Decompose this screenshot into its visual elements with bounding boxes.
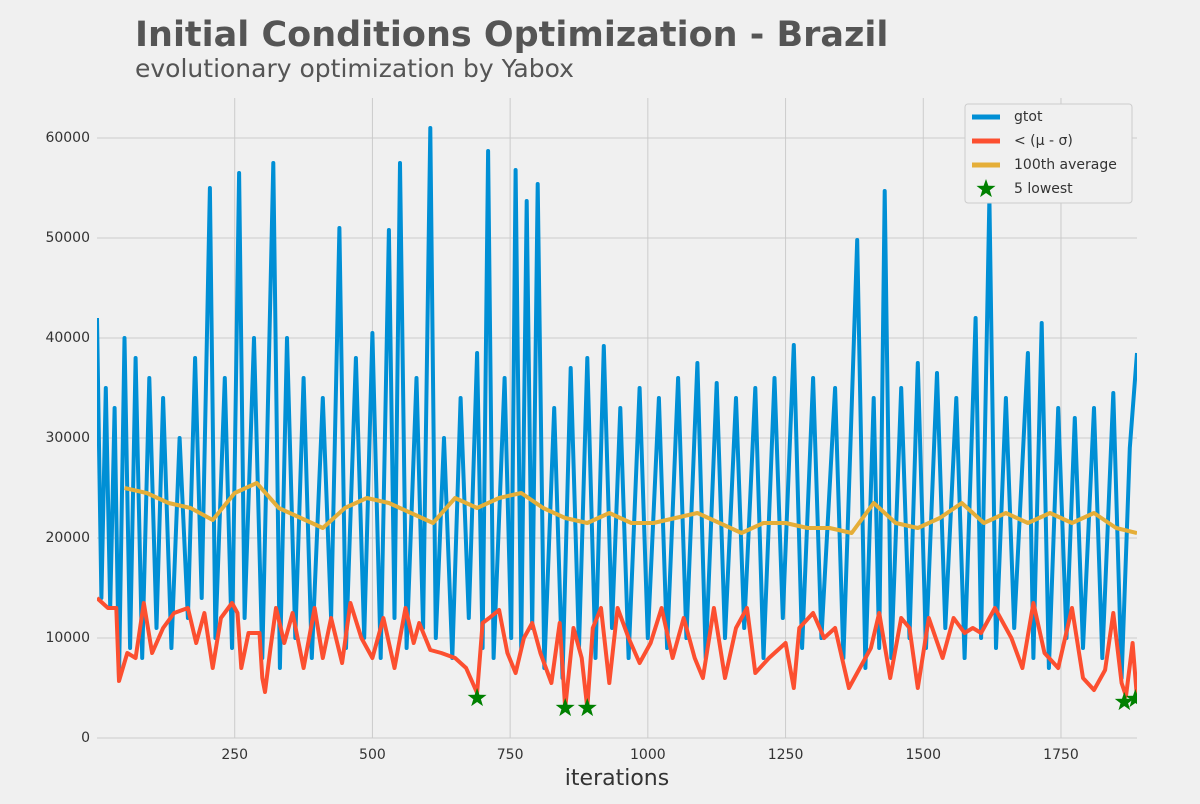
star-marker — [467, 688, 487, 707]
legend-swatch — [976, 179, 996, 198]
legend-label: < (μ - σ) — [1014, 133, 1073, 149]
y-tick-label: 0 — [81, 730, 90, 746]
x-tick-label: 1000 — [630, 747, 666, 763]
star-marker — [1114, 692, 1134, 711]
x-tick-label: 1750 — [1043, 747, 1079, 763]
x-tick-label: 500 — [359, 747, 386, 763]
legend-box — [964, 103, 1133, 204]
x-tick-label: 1250 — [768, 747, 804, 763]
y-tick-label: 30000 — [45, 430, 90, 446]
series-line — [97, 596, 1137, 710]
y-tick-label: 20000 — [45, 530, 90, 546]
star-marker — [577, 698, 597, 717]
y-tick-label: 10000 — [45, 630, 90, 646]
x-tick-label: 1500 — [905, 747, 941, 763]
y-tick-label: 40000 — [45, 330, 90, 346]
y-tick-label: 60000 — [45, 130, 90, 146]
chart-title: Initial Conditions Optimization - Brazil — [135, 15, 888, 55]
star-marker — [555, 698, 575, 717]
legend-label: gtot — [1014, 109, 1043, 125]
y-tick-label: 50000 — [45, 230, 90, 246]
legend-label: 5 lowest — [1014, 181, 1073, 197]
x-axis-label: iterations — [565, 766, 669, 791]
series-line — [97, 126, 1137, 680]
chart-subtitle: evolutionary optimization by Yabox — [135, 54, 574, 83]
x-tick-label: 250 — [221, 747, 248, 763]
star-marker — [1125, 689, 1137, 708]
legend: gtot < (μ - σ) 100th average 5 lowest — [964, 103, 1133, 204]
x-tick-label: 750 — [497, 747, 524, 763]
legend-label: 100th average — [1014, 157, 1117, 173]
plot-area — [97, 126, 1137, 717]
series-line — [124, 481, 1137, 535]
